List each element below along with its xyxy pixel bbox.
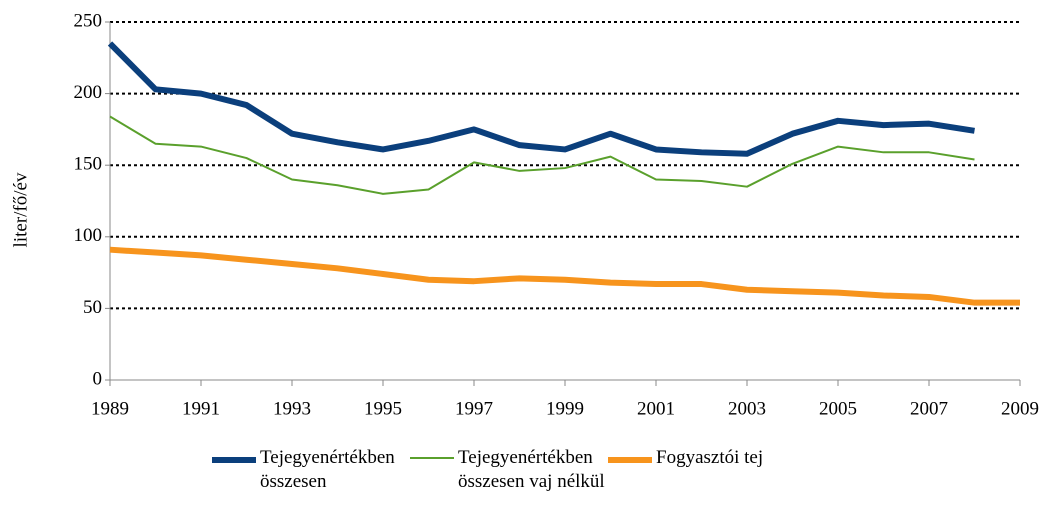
- legend-label: Tejegyenértékben összesen: [260, 447, 395, 492]
- y-tick-label: 0: [93, 368, 103, 389]
- legend-label: Tejegyenértékben összesen vaj nélkül: [458, 447, 605, 492]
- x-tick-label: 2001: [637, 398, 675, 419]
- y-tick-label: 200: [74, 82, 103, 103]
- x-tick-label: 1995: [364, 398, 402, 419]
- legend-label: Fogyasztói tej: [656, 447, 764, 468]
- x-tick-label: 1993: [273, 398, 311, 419]
- legend-item: Fogyasztói tej: [608, 446, 763, 494]
- y-axis-label: liter/fő/év: [10, 172, 31, 247]
- legend-key: [608, 457, 652, 463]
- x-tick-label: 1999: [546, 398, 584, 419]
- x-tick-label: 2005: [819, 398, 857, 419]
- x-tick-label: 2009: [1001, 398, 1039, 419]
- series-line: [109, 115, 975, 195]
- series-line: [109, 246, 1020, 306]
- x-tick-label: 1989: [91, 398, 129, 419]
- x-tick-label: 1991: [182, 398, 220, 419]
- legend: Tejegyenértékben összesen Tejegyenértékbe…: [212, 446, 763, 494]
- y-tick-label: 100: [74, 225, 103, 246]
- legend-key: [410, 457, 454, 459]
- x-tick-label: 2003: [728, 398, 766, 419]
- legend-item: Tejegyenértékben összesen: [212, 446, 410, 494]
- y-tick-label: 50: [83, 297, 102, 318]
- series-line: [107, 41, 975, 157]
- legend-item: Tejegyenértékben összesen vaj nélkül: [410, 446, 608, 494]
- x-tick-label: 1997: [455, 398, 493, 419]
- x-tick-label: 2007: [910, 398, 948, 419]
- chart: liter/fő/év 0 50 100 150 200 250 1989 1991 1993 1…: [10, 10, 1039, 419]
- y-tick-label: 150: [74, 154, 103, 175]
- legend-key: [212, 457, 256, 463]
- y-tick-label: 250: [74, 10, 103, 31]
